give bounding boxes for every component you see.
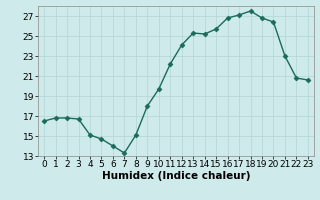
X-axis label: Humidex (Indice chaleur): Humidex (Indice chaleur)	[102, 171, 250, 181]
